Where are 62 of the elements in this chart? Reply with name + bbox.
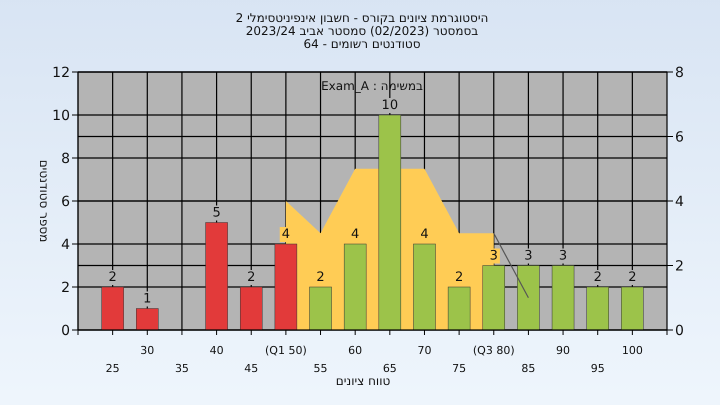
y2-tick-label: 2 bbox=[675, 258, 684, 274]
x-tick-label: 40 bbox=[210, 344, 224, 357]
y2-tick-label: 6 bbox=[675, 130, 684, 146]
bar bbox=[621, 286, 644, 330]
x-tick-label: (Q3 80) bbox=[472, 344, 515, 357]
y-tick-label: 2 bbox=[61, 280, 70, 296]
x-tick-label: 100 bbox=[622, 344, 643, 357]
bar bbox=[552, 265, 574, 330]
y-tick-label: 0 bbox=[61, 323, 70, 339]
x-tick-label: 70 bbox=[417, 344, 432, 357]
x-tick-label: 60 bbox=[348, 344, 362, 357]
data-label: 4 bbox=[282, 227, 290, 242]
y2-tick-label: 8 bbox=[675, 65, 684, 81]
y-tick-label: 6 bbox=[61, 194, 70, 210]
y2-tick-label: 4 bbox=[675, 194, 684, 210]
y-tick-label: 4 bbox=[61, 237, 70, 253]
data-label: 4 bbox=[351, 227, 360, 242]
x-tick-label: (Q1 50) bbox=[265, 344, 307, 357]
x-tick-label: 45 bbox=[244, 362, 258, 375]
x-tick-label: 95 bbox=[590, 362, 605, 375]
y-tick-label: 8 bbox=[61, 151, 70, 167]
data-label: 3 bbox=[524, 248, 533, 264]
x-tick-label: 25 bbox=[106, 362, 120, 375]
x-tick-label: 35 bbox=[174, 362, 189, 375]
bar bbox=[274, 244, 298, 330]
data-label: 2 bbox=[316, 270, 325, 285]
x-axis-title: טווח ציונים bbox=[336, 374, 390, 388]
bar bbox=[448, 286, 470, 330]
x-tick-label: 90 bbox=[556, 344, 570, 357]
bar bbox=[413, 244, 436, 330]
data-label: 3 bbox=[490, 248, 498, 264]
x-tick-label: 55 bbox=[314, 362, 328, 375]
bar bbox=[101, 286, 124, 330]
bar bbox=[205, 222, 228, 330]
data-label: 2 bbox=[454, 270, 464, 285]
bar bbox=[136, 308, 159, 330]
x-tick-label: 30 bbox=[140, 344, 154, 357]
chart-title: היסטוגרמת ציונים בקורס - חשבון אינפיניטסימלי 2 bbox=[236, 11, 488, 25]
bar bbox=[309, 286, 332, 330]
data-label: 2 bbox=[247, 270, 256, 285]
data-label: 2 bbox=[108, 270, 117, 285]
y-axis-title: מספר סטודנטים bbox=[37, 160, 51, 242]
bar bbox=[517, 265, 540, 330]
bar bbox=[482, 265, 506, 330]
data-label: 10 bbox=[382, 98, 398, 113]
data-label: 2 bbox=[628, 270, 636, 285]
data-label: 5 bbox=[212, 206, 221, 220]
y-tick-label: 12 bbox=[52, 65, 70, 81]
bar bbox=[344, 244, 366, 330]
chart-subtitle: בסמסטר (02/2023) סמסטר אביב 2023/24 סטודנטים רשומים - 64 bbox=[246, 24, 478, 51]
y-tick-label: 10 bbox=[52, 108, 70, 124]
bar bbox=[378, 114, 402, 330]
data-label: 3 bbox=[558, 248, 568, 264]
x-tick-label: 85 bbox=[521, 362, 536, 375]
x-tick-label: 65 bbox=[382, 362, 397, 375]
data-label: 2 bbox=[594, 270, 602, 285]
x-tick-label: 75 bbox=[452, 362, 466, 375]
bar bbox=[586, 286, 609, 330]
y2-tick-label: 0 bbox=[675, 323, 684, 339]
data-label: 4 bbox=[420, 227, 429, 242]
data-label: 1 bbox=[143, 292, 152, 306]
bar bbox=[240, 286, 262, 330]
